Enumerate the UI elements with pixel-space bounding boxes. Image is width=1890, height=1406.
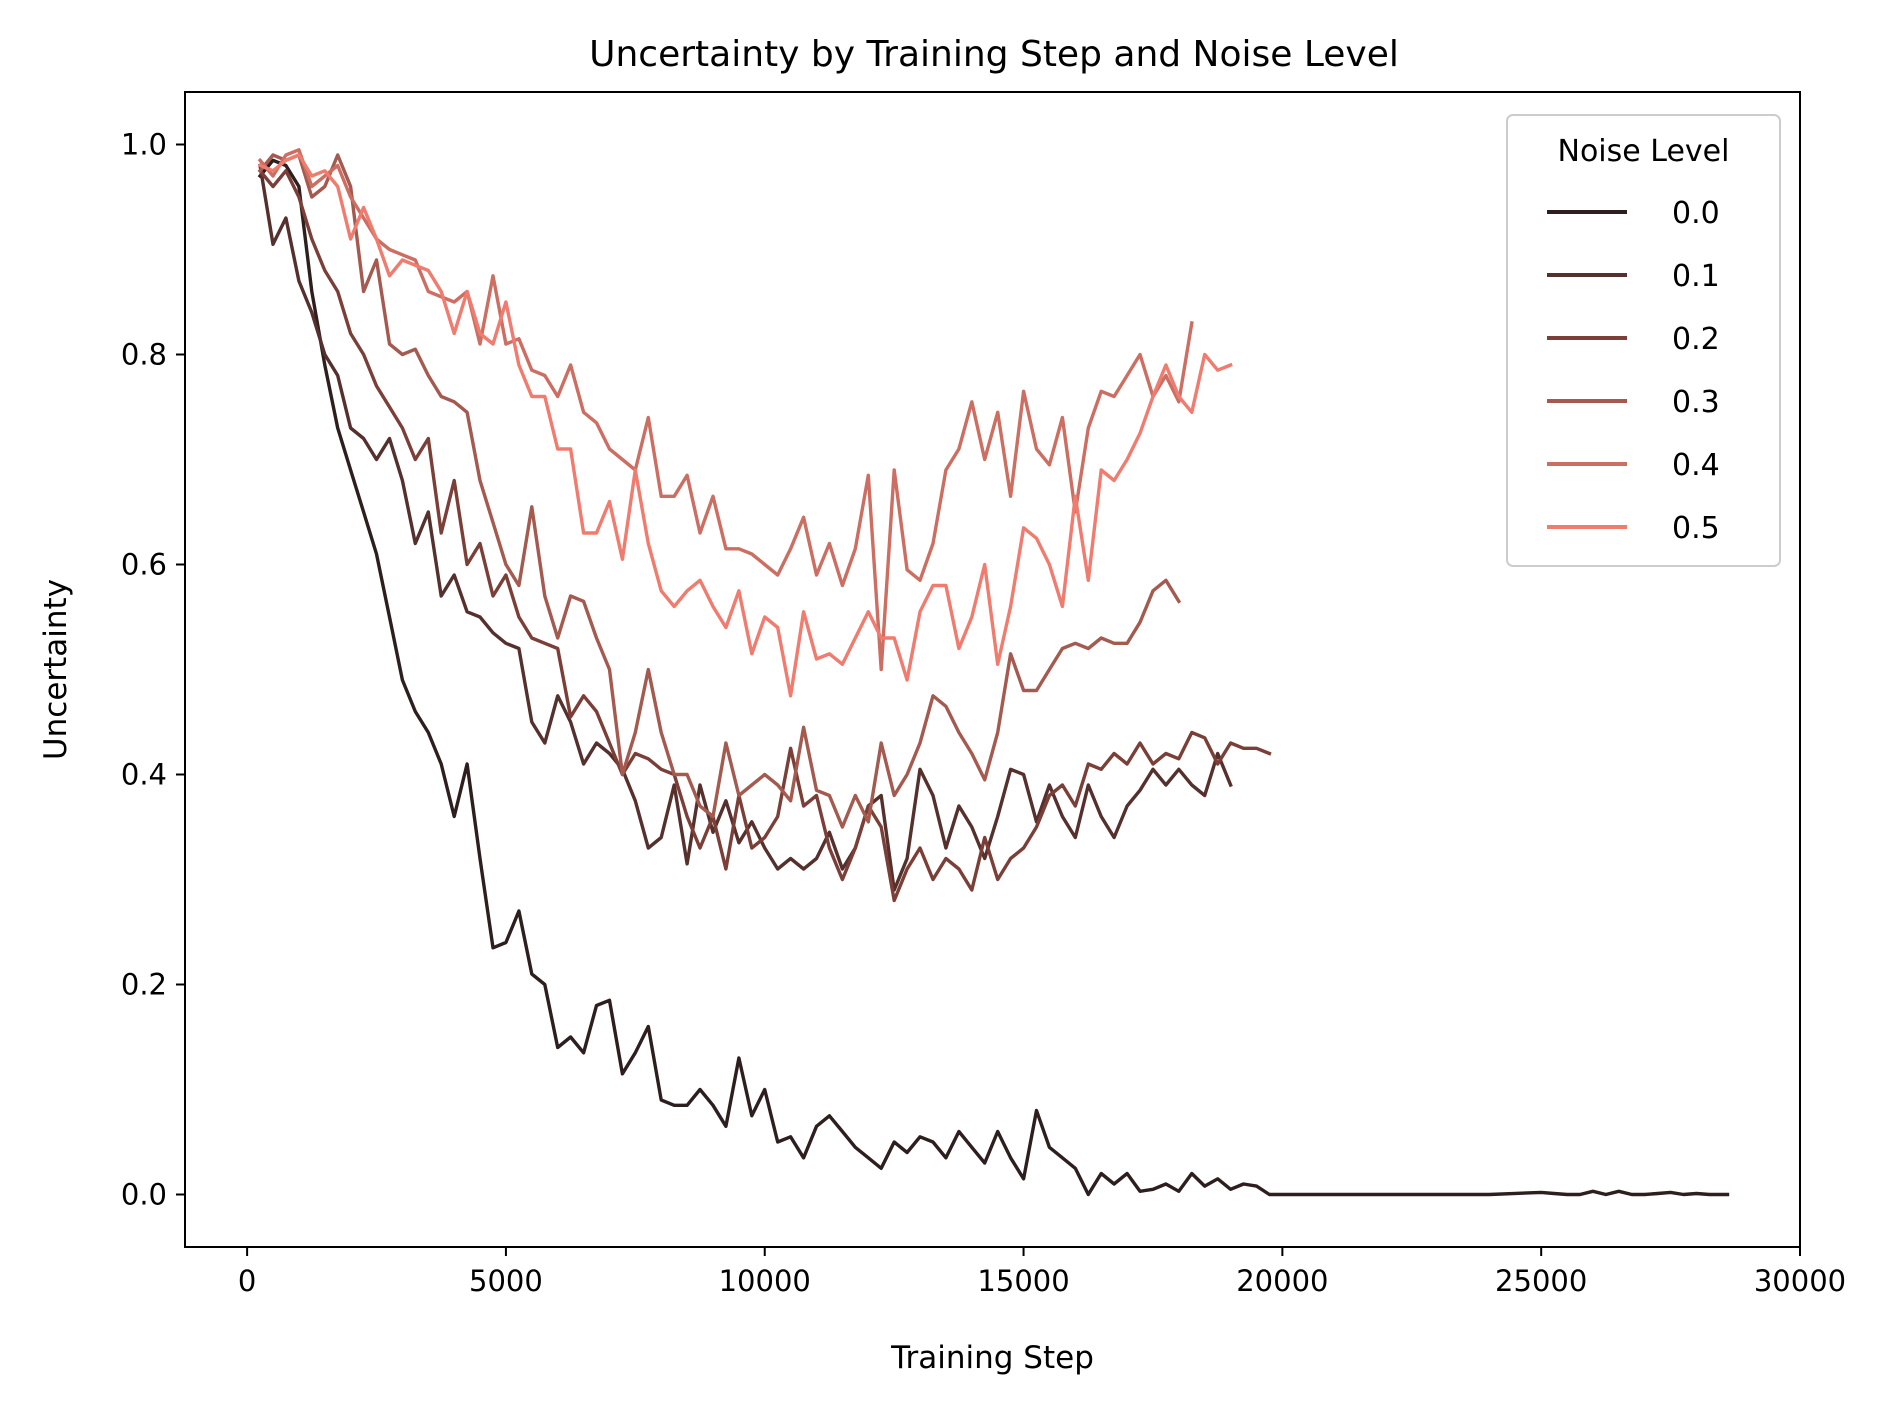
legend-label-0.0: 0.0 [1672,196,1720,231]
legend-entries: 0.0 0.1 0.2 0.3 0.4 0.5 [1547,196,1720,546]
x-tick-label: 0 [238,1264,256,1298]
x-tick-label: 5000 [469,1264,543,1298]
legend-label-0.5: 0.5 [1672,511,1720,546]
series-line-0.2 [257,168,1272,903]
plot-frame [184,91,1801,1248]
series-line-0.3 [257,153,1182,829]
y-tick-label: 0.6 [121,548,167,582]
series-line-0.1 [258,163,1233,892]
x-tick-label: 15000 [977,1264,1069,1298]
x-tick-label: 10000 [719,1264,811,1298]
x-tick-label: 20000 [1236,1264,1328,1298]
legend-label-0.3: 0.3 [1672,385,1720,420]
chart-title: Uncertainty by Training Step and Noise L… [589,34,1399,75]
legend-title: Noise Level [1558,134,1730,169]
y-tick-label: 0.4 [121,758,167,792]
legend-label-0.1: 0.1 [1672,259,1720,294]
x-axis: 0 5000 10000 15000 20000 25000 30000 [238,1247,1846,1298]
series-line-0.0 [257,158,1730,1197]
plot-lines [257,148,1730,1197]
y-tick-label: 1.0 [121,128,167,162]
legend-label-0.4: 0.4 [1672,448,1720,483]
x-tick-label: 25000 [1495,1264,1587,1298]
x-tick-label: 30000 [1754,1264,1846,1298]
x-axis-label: Training Step [890,1340,1094,1376]
series-line-0.4 [257,148,1194,672]
y-axis: 0.0 0.2 0.4 0.6 0.8 1.0 [121,128,185,1212]
y-tick-label: 0.0 [121,1178,167,1212]
y-axis-label: Uncertainty [38,579,74,760]
series-line-0.5 [257,153,1233,698]
y-tick-label: 0.8 [121,338,167,372]
legend-box [1506,114,1781,567]
y-tick-label: 0.2 [121,968,167,1002]
legend: Noise Level 0.0 0.1 0.2 0.3 0.4 0.5 [1506,114,1781,567]
legend-label-0.2: 0.2 [1672,322,1720,357]
